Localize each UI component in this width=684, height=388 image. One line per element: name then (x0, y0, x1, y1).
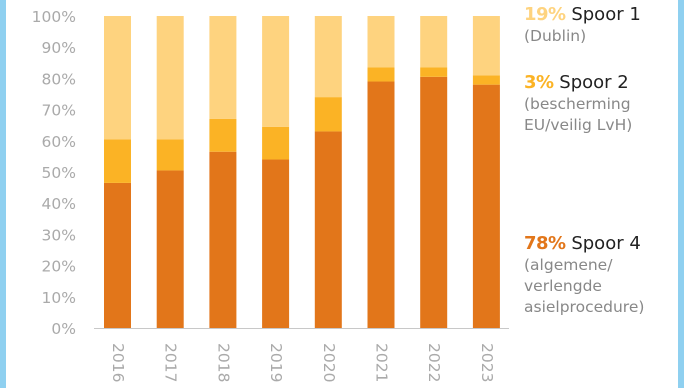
bar-spoor-1-2018 (209, 16, 237, 119)
y-tick-label: 50% (42, 164, 76, 182)
bar-spoor-4-2023 (472, 84, 500, 328)
bar-spoor-1-2023 (472, 16, 500, 76)
bar-spoor-4-2016 (104, 182, 131, 328)
bar-spoor-1-2017 (156, 16, 184, 140)
y-tick-label: 30% (42, 226, 76, 244)
bar-spoor-4-2020 (314, 131, 342, 328)
legend-spoor-2-desc-line2: EU/veilig LvH) (524, 116, 633, 134)
bar-spoor-2-2018 (209, 118, 237, 152)
x-tick-label: 2016 (109, 343, 127, 382)
legend-spoor-4-percent: 78% (524, 233, 566, 254)
y-tick-label: 60% (42, 133, 76, 151)
bar-spoor-4-2019 (262, 159, 290, 328)
y-tick-label: 10% (42, 289, 76, 307)
bar-spoor-4-2018 (209, 151, 237, 328)
y-tick-label: 70% (42, 102, 76, 120)
legend-spoor-1-desc: (Dublin) (524, 27, 587, 45)
bar-spoor-2-2023 (472, 75, 500, 85)
legend-spoor-4-desc-line3: asielprocedure) (524, 298, 645, 316)
legend-spoor-1-percent: 19% (524, 4, 566, 25)
bar-spoor-2-2016 (104, 139, 131, 183)
bar-spoor-2-2022 (420, 67, 448, 77)
legend-spoor-2-name: Spoor 2 (559, 72, 629, 93)
y-tick-label: 40% (42, 195, 76, 213)
bar-spoor-2-2017 (156, 139, 184, 171)
bar-spoor-2-2020 (314, 97, 342, 132)
x-tick-label: 2020 (320, 343, 338, 382)
legend-spoor-4-desc-line1: (algemene/ (524, 256, 613, 274)
stacked-bar-chart: 0% 10% 20% 30% 40% 50% 60% 70% 80% 90% 100% 2016 201… (32, 8, 509, 382)
bar-spoor-2-2019 (262, 126, 290, 160)
legend-spoor-4-name: Spoor 4 (571, 233, 641, 254)
x-tick-label: 2023 (478, 343, 496, 382)
legend-spoor-1: 19% Spoor 1 (Dublin) (524, 4, 641, 47)
bar-spoor-4-2022 (420, 76, 448, 328)
bar-spoor-1-2019 (262, 16, 290, 127)
bar-spoor-4-2017 (156, 170, 184, 328)
legend-spoor-2: 3% Spoor 2 (bescherming EU/veilig LvH) (524, 72, 632, 136)
x-tick-label: 2021 (373, 343, 391, 382)
bar-spoor-4-2021 (367, 81, 395, 329)
y-tick-label: 0% (51, 320, 76, 338)
x-tick-label: 2019 (267, 343, 285, 382)
legend-spoor-4: 78% Spoor 4 (algemene/ verlengde asielpr… (524, 233, 644, 318)
y-tick-label: 100% (32, 8, 76, 26)
x-tick-label: 2022 (425, 343, 443, 382)
legend-spoor-2-percent: 3% (524, 72, 554, 93)
chart-panel: 0% 10% 20% 30% 40% 50% 60% 70% 80% 90% 100% 2016 201… (6, 0, 678, 388)
y-tick-label: 20% (42, 258, 76, 276)
y-tick-label: 90% (42, 39, 76, 57)
legend-spoor-1-name: Spoor 1 (571, 4, 641, 25)
legend-spoor-2-desc-line1: (bescherming (524, 95, 631, 113)
legend-spoor-4-desc-line2: verlengde (524, 277, 602, 295)
x-tick-label: 2017 (162, 343, 180, 382)
bar-spoor-1-2016 (104, 16, 131, 140)
x-tick-label: 2018 (214, 343, 232, 382)
y-tick-label: 80% (42, 70, 76, 88)
bar-spoor-1-2020 (314, 16, 342, 98)
bar-spoor-2-2021 (367, 67, 395, 82)
bar-spoor-1-2022 (420, 16, 448, 68)
bar-spoor-1-2021 (367, 16, 395, 68)
